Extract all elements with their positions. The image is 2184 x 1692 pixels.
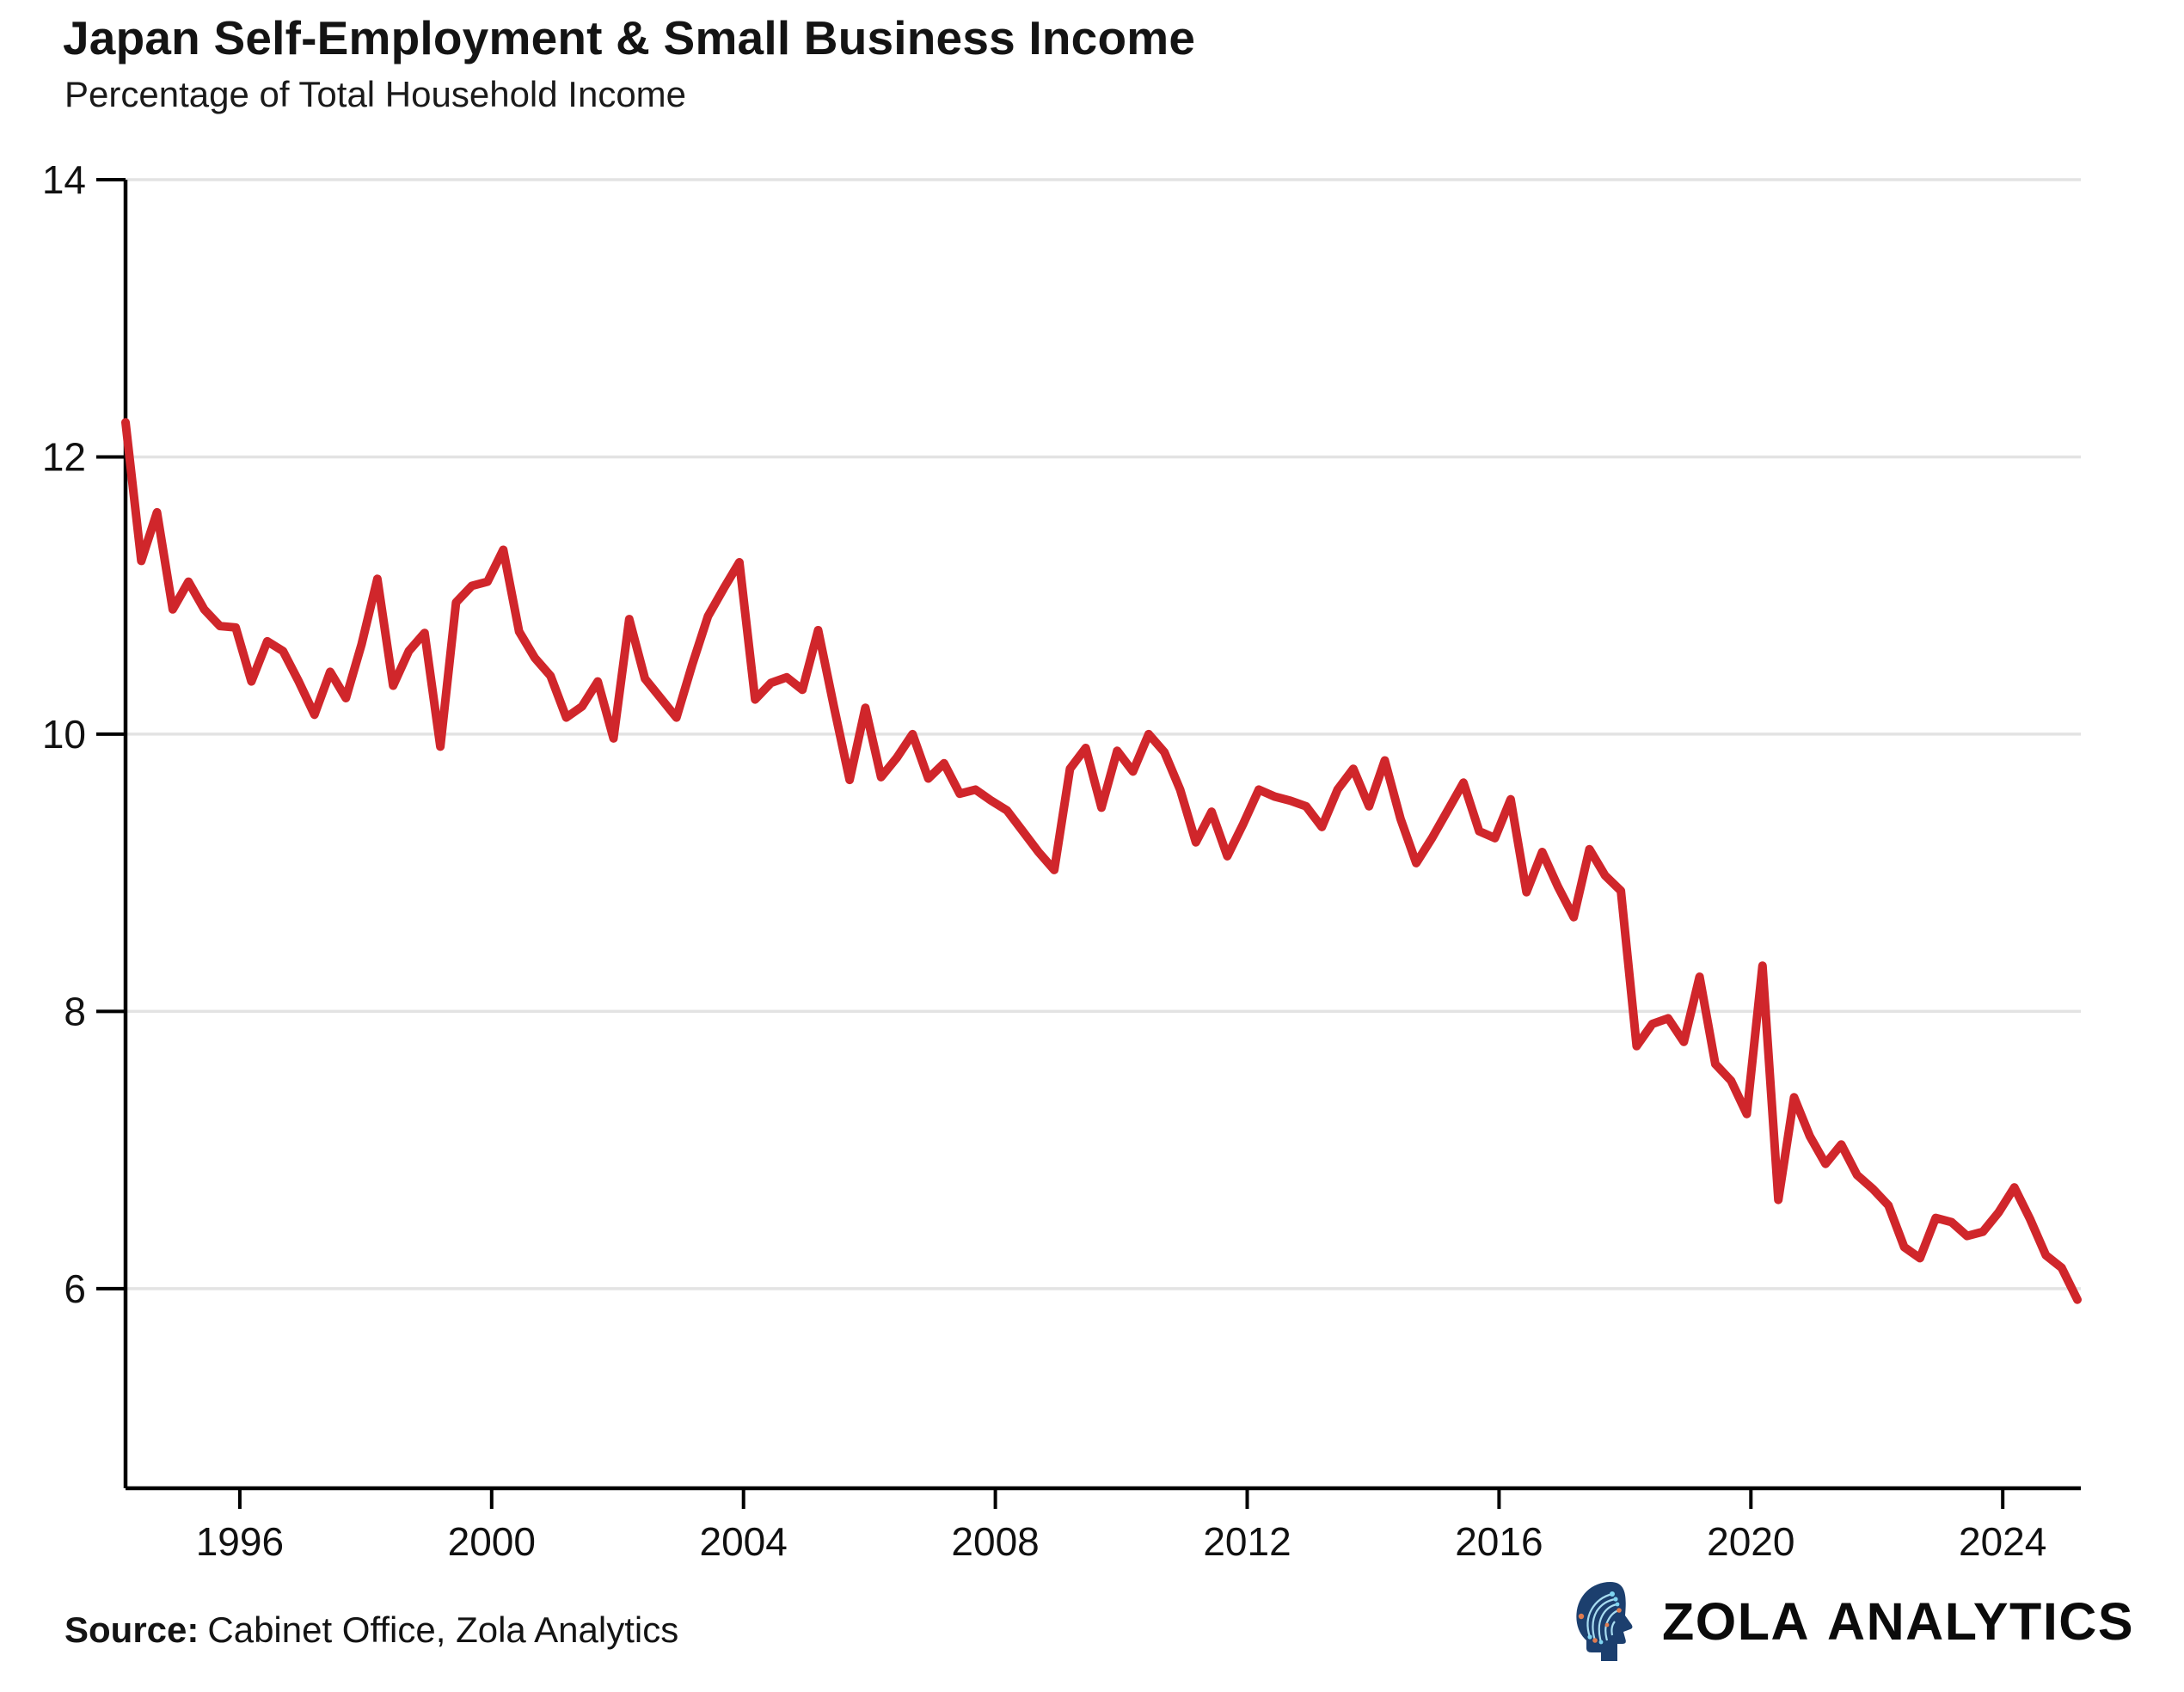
x-tick-label: 2008	[951, 1519, 1039, 1564]
y-tick-label: 8	[64, 989, 86, 1033]
brand-word-zola: ZOLA	[1662, 1592, 1811, 1651]
brand-logo: ZOLA ANALYTICS	[1573, 1580, 2134, 1663]
source-text: Cabinet Office, Zola Analytics	[207, 1609, 679, 1650]
x-tick-label: 2024	[1959, 1519, 2046, 1564]
x-tick-label: 2000	[448, 1519, 536, 1564]
x-tick-label: 2004	[700, 1519, 788, 1564]
brand-name: ZOLA ANALYTICS	[1662, 1591, 2134, 1652]
circuit-head-icon	[1576, 1582, 1633, 1661]
x-tick-label: 1996	[196, 1519, 284, 1564]
y-tick-label: 14	[42, 157, 86, 202]
y-tick-label: 10	[42, 712, 86, 757]
x-tick-label: 2020	[1707, 1519, 1794, 1564]
x-tick-label: 2016	[1455, 1519, 1543, 1564]
chart-subtitle: Percentage of Total Household Income	[64, 74, 687, 114]
data-line	[121, 418, 2082, 1304]
source-label: Source:	[64, 1609, 199, 1650]
brand-word-analytics: ANALYTICS	[1827, 1592, 2134, 1651]
x-tick-label: 2012	[1203, 1519, 1291, 1564]
chart-title: Japan Self-Employment & Small Business I…	[63, 11, 1196, 64]
y-tick-label: 6	[64, 1266, 86, 1311]
source-note: Source: Cabinet Office, Zola Analytics	[64, 1609, 678, 1651]
y-tick-label: 12	[42, 434, 86, 479]
